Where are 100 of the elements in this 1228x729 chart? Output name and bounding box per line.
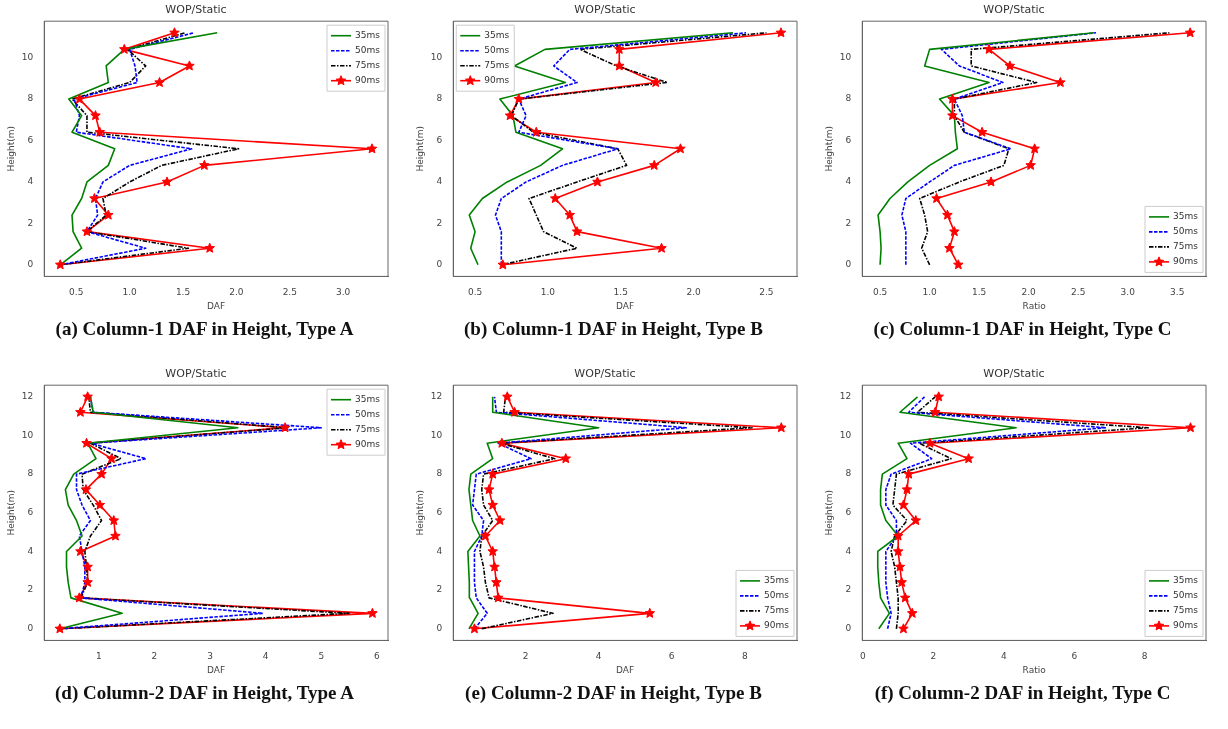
x-tick-label: 0.5 bbox=[69, 287, 84, 298]
y-tick-label: 10 bbox=[21, 52, 34, 62]
y-tick-label: 6 bbox=[27, 134, 34, 145]
point bbox=[497, 259, 509, 270]
x-tick-label: 2 bbox=[930, 651, 937, 662]
point bbox=[94, 126, 106, 137]
point bbox=[614, 60, 625, 71]
point bbox=[896, 576, 907, 587]
point bbox=[1004, 60, 1016, 71]
point bbox=[564, 209, 576, 220]
y-tick-label: 0 bbox=[436, 259, 443, 270]
legend-label: 90ms bbox=[764, 620, 790, 631]
x-tick-label: 3.0 bbox=[336, 287, 351, 298]
legend-label: 50ms bbox=[1173, 590, 1199, 601]
y-tick-label: 0 bbox=[845, 259, 852, 270]
point bbox=[924, 437, 936, 448]
x-tick-label: 5 bbox=[318, 651, 325, 662]
y-tick-label: 2 bbox=[436, 217, 443, 228]
point bbox=[119, 43, 130, 54]
x-tick-label: 1.5 bbox=[175, 287, 191, 298]
x-axis-title: DAF bbox=[207, 300, 226, 311]
point bbox=[161, 176, 173, 187]
point bbox=[82, 391, 93, 402]
legend-label: 75ms bbox=[355, 424, 381, 435]
x-tick-label: 3 bbox=[207, 651, 213, 662]
x-tick-label: 0 bbox=[860, 651, 867, 662]
point bbox=[976, 126, 988, 137]
point bbox=[74, 592, 85, 603]
point bbox=[509, 406, 520, 417]
point bbox=[675, 143, 686, 154]
point bbox=[492, 592, 504, 603]
text: (e) Column-2 DAF in Height, Type B bbox=[464, 682, 763, 704]
point bbox=[184, 60, 195, 71]
x-tick-label: 1 bbox=[95, 651, 102, 662]
y-tick-label: 2 bbox=[845, 584, 852, 595]
legend-label: 75ms bbox=[355, 60, 381, 71]
point bbox=[649, 159, 660, 170]
y-axis-title: Height(m) bbox=[414, 126, 425, 172]
y-tick-label: 10 bbox=[430, 429, 443, 440]
point bbox=[898, 499, 909, 510]
y-tick-label: 6 bbox=[845, 507, 852, 518]
point bbox=[898, 623, 909, 634]
line-series bbox=[918, 31, 1171, 266]
point bbox=[487, 545, 498, 557]
y-tick-label: 6 bbox=[27, 507, 34, 518]
x-tick-label: 1.0 bbox=[122, 287, 138, 298]
point bbox=[560, 453, 572, 464]
y-axis-title: Height(m) bbox=[823, 490, 834, 536]
y-axis-title: Height(m) bbox=[5, 126, 16, 172]
x-tick-label: 6 bbox=[668, 651, 675, 662]
point bbox=[1184, 27, 1196, 38]
point bbox=[103, 209, 114, 220]
y-tick-label: 0 bbox=[436, 623, 443, 634]
x-tick-label: 2.0 bbox=[686, 287, 702, 298]
y-tick-label: 4 bbox=[27, 176, 34, 187]
legend-label: 90ms bbox=[355, 439, 381, 450]
point bbox=[644, 607, 656, 618]
legend-label: 90ms bbox=[1173, 256, 1199, 267]
legend-label: 75ms bbox=[1173, 241, 1199, 252]
y-tick-label: 2 bbox=[27, 217, 34, 228]
legend-label: 75ms bbox=[484, 60, 510, 71]
legend-label: 35ms bbox=[484, 30, 510, 41]
point bbox=[199, 159, 210, 170]
legend-label: 50ms bbox=[484, 45, 510, 56]
x-tick-label: 2.5 bbox=[759, 287, 774, 298]
point bbox=[489, 561, 500, 572]
y-tick-label: 4 bbox=[845, 176, 852, 187]
point bbox=[367, 607, 378, 618]
x-tick-label: 3.0 bbox=[1120, 287, 1136, 298]
point bbox=[944, 242, 955, 253]
point bbox=[1025, 159, 1036, 170]
point bbox=[949, 226, 960, 237]
point bbox=[82, 561, 93, 572]
legend-label: 35ms bbox=[1173, 211, 1199, 222]
y-tick-label: 2 bbox=[436, 584, 443, 595]
text: (b) Column-1 DAF in Height, Type B bbox=[463, 318, 764, 340]
point bbox=[899, 592, 911, 603]
y-tick-label: 0 bbox=[27, 623, 34, 634]
legend-label: 35ms bbox=[355, 30, 381, 41]
point bbox=[571, 226, 583, 237]
point bbox=[929, 406, 941, 417]
point bbox=[75, 406, 86, 417]
point bbox=[469, 623, 480, 634]
point bbox=[947, 93, 958, 104]
legend-label: 35ms bbox=[355, 394, 381, 405]
point bbox=[74, 93, 85, 104]
x-tick-label: 1.0 bbox=[922, 287, 938, 298]
x-tick-label: 2.5 bbox=[1071, 287, 1086, 298]
x-axis-title: DAF bbox=[616, 300, 635, 311]
x-tick-label: 6 bbox=[1071, 651, 1078, 662]
point bbox=[903, 468, 914, 479]
point bbox=[776, 422, 787, 433]
y-axis-title: Height(m) bbox=[823, 126, 834, 172]
x-axis-title: DAF bbox=[207, 664, 226, 675]
y-axis-title: Height(m) bbox=[5, 490, 16, 536]
chart-title: WOP/Static bbox=[983, 367, 1045, 381]
legend-label: 90ms bbox=[355, 75, 381, 86]
chart-title: WOP/Static bbox=[574, 3, 636, 17]
point bbox=[82, 576, 93, 587]
y-tick-label: 6 bbox=[436, 134, 443, 145]
